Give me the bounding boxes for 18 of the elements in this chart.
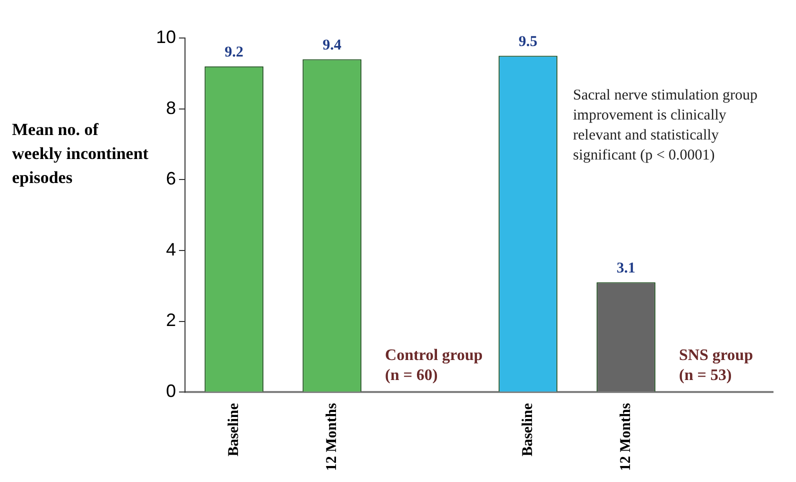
x-tick-label: 12 Months (618, 402, 634, 472)
y-tick-label: 6 (166, 168, 176, 189)
y-tick-label: 0 (166, 381, 176, 402)
annotation: Control group (n = 60) (385, 347, 483, 384)
x-tick-label: Baseline (520, 402, 536, 456)
y-axis-title: Mean no. of weekly incontinent episodes (12, 119, 150, 189)
data-label: 9.5 (518, 34, 538, 50)
y-tick-label: 4 (166, 239, 176, 260)
annotation: Sacral nerve stimulation group improvement is clinically relevant and statistically significant (p < 0.0001) (573, 87, 758, 164)
y-tick-label: 10 (156, 26, 176, 47)
x-tick-label: 12 Months (324, 402, 340, 472)
data-label: 9.2 (224, 44, 244, 61)
x-tick-label: Baseline (226, 402, 242, 456)
annotation: SNS group (n = 53) (679, 347, 754, 384)
y-tick-label: 2 (166, 310, 176, 330)
data-label: 9.4 (322, 38, 342, 54)
y-tick-label: 8 (166, 98, 176, 118)
data-label: 3.1 (616, 260, 636, 277)
